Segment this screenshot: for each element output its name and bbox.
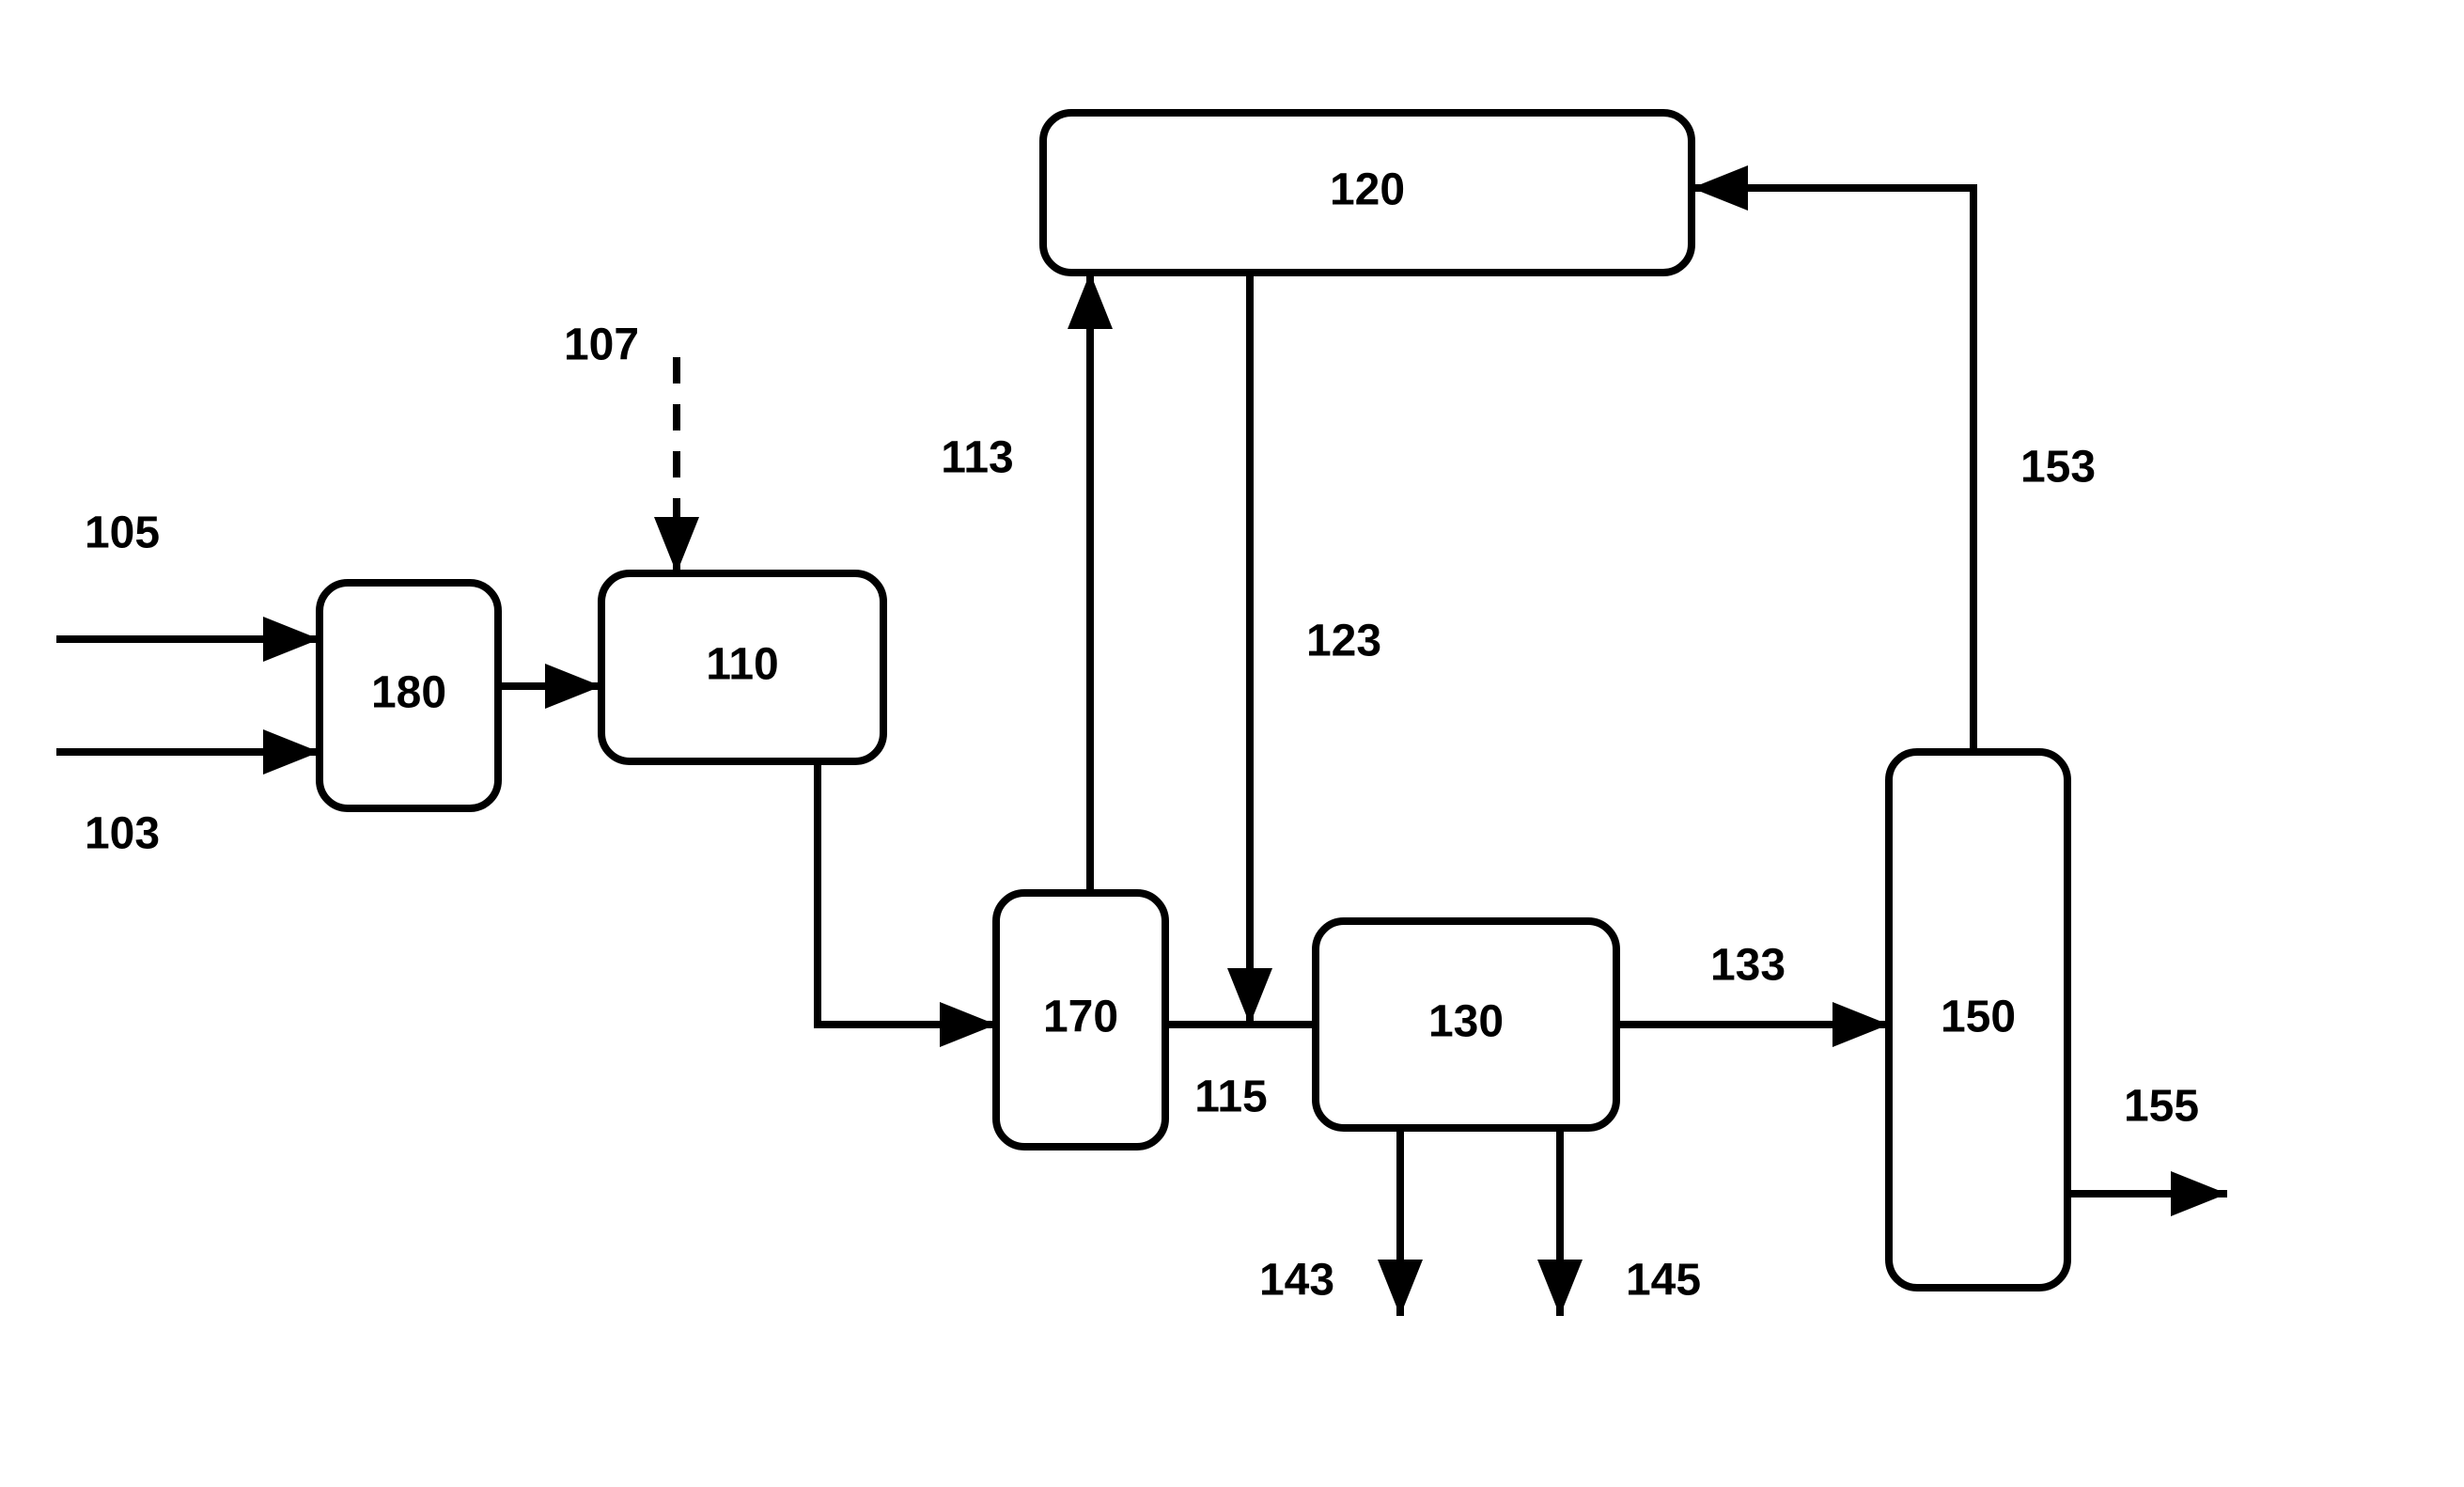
flowchart-canvas: 105 103 107 113 123 115 133 153 155 143 145 180 110 1… bbox=[0, 0, 2464, 1487]
edge-label-e153: 153 bbox=[2020, 443, 2096, 493]
edge-label-e113: 113 bbox=[941, 433, 1013, 483]
node-label-n150: 150 bbox=[1941, 993, 2016, 1042]
node-label-n120: 120 bbox=[1330, 165, 1405, 215]
edge-label-e145: 145 bbox=[1626, 1256, 1701, 1306]
edge-label-e103: 103 bbox=[85, 809, 160, 859]
edge-label-e133: 133 bbox=[1710, 941, 1786, 991]
node-label-n170: 170 bbox=[1043, 993, 1118, 1042]
edge-label-e143: 143 bbox=[1259, 1256, 1334, 1306]
node-label-n130: 130 bbox=[1428, 997, 1504, 1047]
edge-label-e155: 155 bbox=[2124, 1082, 2199, 1132]
edge-e153 bbox=[1692, 188, 1973, 752]
node-label-n110: 110 bbox=[706, 640, 778, 690]
node-label-n180: 180 bbox=[371, 668, 446, 718]
edge-label-e123: 123 bbox=[1306, 617, 1381, 666]
edge-label-e115: 115 bbox=[1194, 1072, 1267, 1122]
edge-label-e107: 107 bbox=[564, 321, 639, 370]
edge-label-e105: 105 bbox=[85, 509, 160, 558]
edge-e110-170 bbox=[818, 761, 996, 1025]
